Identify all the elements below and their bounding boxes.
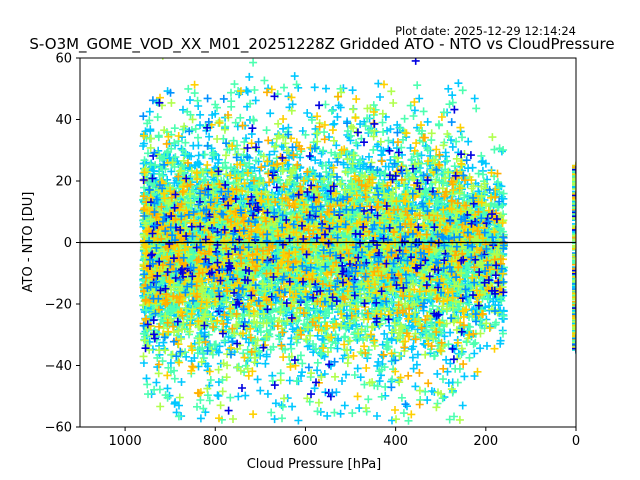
- data-points: [139, 58, 576, 425]
- y-tick-label: 20: [55, 175, 72, 190]
- plot-date: Plot date: 2025-12-29 12:14:24: [395, 24, 576, 38]
- y-tick-label: −60: [45, 421, 72, 436]
- y-tick-label: 40: [55, 113, 72, 128]
- x-tick-label: 0: [572, 434, 580, 449]
- x-axis-label: Cloud Pressure [hPa]: [247, 457, 382, 472]
- y-axis-ticks: −60 −40 −20 0 20 40 60: [45, 52, 80, 436]
- x-tick-label: 600: [293, 434, 318, 449]
- x-tick-label: 800: [203, 434, 228, 449]
- series-marks: [139, 88, 576, 409]
- x-tick-label: 200: [473, 434, 498, 449]
- x-axis-ticks: 1000 800 600 400 200 0: [109, 427, 580, 449]
- chart-title: S-O3M_GOME_VOD_XX_M01_20251228Z Gridded …: [29, 35, 614, 54]
- y-tick-label: −20: [45, 298, 72, 313]
- y-axis-label: ATO - NTO [DU]: [21, 192, 36, 293]
- x-tick-label: 400: [383, 434, 408, 449]
- y-tick-label: 60: [55, 52, 72, 67]
- y-tick-label: −40: [45, 359, 72, 374]
- y-tick-label: 0: [64, 236, 72, 251]
- x-tick-label: 1000: [109, 434, 142, 449]
